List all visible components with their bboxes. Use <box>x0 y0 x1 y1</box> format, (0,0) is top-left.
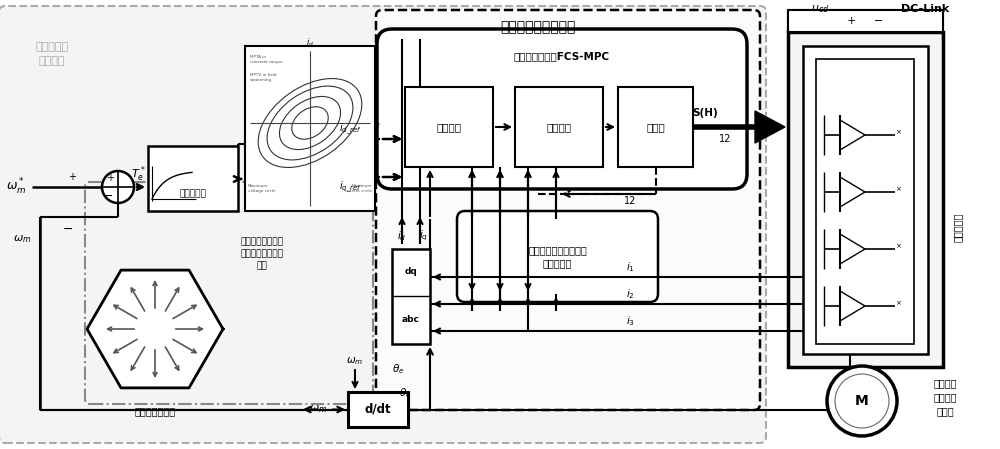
Text: $i_d$: $i_d$ <box>306 36 314 49</box>
Bar <box>618 87 693 167</box>
Text: MPTV in field
weakening: MPTV in field weakening <box>250 73 276 82</box>
Text: $\omega_m$: $\omega_m$ <box>309 404 327 415</box>
Bar <box>803 46 928 354</box>
Text: Maximum
current circle: Maximum current circle <box>345 185 372 193</box>
Text: M: M <box>855 394 869 408</box>
Text: $T_e^*$: $T_e^*$ <box>131 164 145 184</box>
Text: abc: abc <box>402 316 420 325</box>
Text: $\omega_m$: $\omega_m$ <box>346 355 364 367</box>
Text: −: − <box>63 223 73 235</box>
FancyBboxPatch shape <box>457 211 658 302</box>
Text: ×: × <box>895 129 901 135</box>
Circle shape <box>835 374 889 428</box>
Bar <box>788 10 943 32</box>
Text: 转矩查找表: 转矩查找表 <box>180 189 206 198</box>
Text: 预测模型: 预测模型 <box>436 122 462 132</box>
Text: ×: × <box>895 186 901 192</box>
Text: 动态热权重系数FCS-MPC: 动态热权重系数FCS-MPC <box>514 51 610 61</box>
FancyBboxPatch shape <box>0 6 766 443</box>
Text: MPTA in
constant torque: MPTA in constant torque <box>250 55 283 64</box>
Polygon shape <box>87 270 223 388</box>
Text: 三相内嵌
式永磁同
步电机: 三相内嵌 式永磁同 步电机 <box>933 378 957 416</box>
Text: dq: dq <box>405 268 417 277</box>
Bar <box>245 46 375 211</box>
Circle shape <box>827 366 897 436</box>
Text: DC-Link: DC-Link <box>901 4 949 14</box>
Text: $i_2$: $i_2$ <box>626 287 634 301</box>
Text: 最大化: 最大化 <box>646 122 665 132</box>
Text: ×: × <box>895 243 901 249</box>
Text: $i_d$: $i_d$ <box>397 229 407 243</box>
Text: S(H): S(H) <box>692 108 718 118</box>
Bar <box>348 392 408 427</box>
Text: $\omega_m^*$: $\omega_m^*$ <box>6 177 26 197</box>
Text: 面向内嵌式永磁同
步电机的速度控制
策略: 面向内嵌式永磁同 步电机的速度控制 策略 <box>240 238 284 270</box>
Text: $\omega_m$: $\omega_m$ <box>13 233 31 245</box>
Text: $i_3$: $i_3$ <box>626 314 634 328</box>
Text: Maximum
voltage circle: Maximum voltage circle <box>248 185 276 193</box>
Text: $i_{d\_ref}$: $i_{d\_ref}$ <box>339 121 361 136</box>
Text: +     −: + − <box>847 16 884 26</box>
Text: $i_1$: $i_1$ <box>626 260 634 274</box>
Text: 牵引变流器
控制策略: 牵引变流器 控制策略 <box>35 42 69 66</box>
Text: +: + <box>106 173 114 183</box>
Text: 奖励函数: 奖励函数 <box>546 122 572 132</box>
Text: +: + <box>68 172 76 182</box>
Text: $\theta_e$: $\theta_e$ <box>392 362 404 376</box>
Text: −: − <box>103 189 113 202</box>
Bar <box>405 87 493 167</box>
Text: 牵引逆变器: 牵引逆变器 <box>953 212 963 242</box>
Circle shape <box>102 171 134 203</box>
Bar <box>788 32 943 367</box>
Text: 基于标准差系数的动态
热权重系数: 基于标准差系数的动态 热权重系数 <box>528 245 587 268</box>
Bar <box>148 146 238 211</box>
Polygon shape <box>755 111 785 143</box>
Text: $i_q$: $i_q$ <box>419 229 429 243</box>
Text: ×: × <box>895 300 901 306</box>
Text: $\theta_e$: $\theta_e$ <box>399 386 411 400</box>
Text: $u_{cd}$: $u_{cd}$ <box>811 3 829 15</box>
Text: 12: 12 <box>624 196 636 206</box>
FancyBboxPatch shape <box>376 10 760 410</box>
Bar <box>392 249 430 344</box>
Text: $i_{q\_ref}$: $i_{q\_ref}$ <box>339 180 361 194</box>
FancyBboxPatch shape <box>377 29 747 189</box>
Text: d/dt: d/dt <box>365 403 391 416</box>
Text: 热性能动态优化策略: 热性能动态优化策略 <box>500 20 576 34</box>
Bar <box>816 59 914 344</box>
Text: $i_q$: $i_q$ <box>373 116 381 130</box>
Text: 12: 12 <box>719 134 731 144</box>
Text: 电压空间矢量图: 电压空间矢量图 <box>134 406 176 416</box>
Bar <box>515 87 603 167</box>
